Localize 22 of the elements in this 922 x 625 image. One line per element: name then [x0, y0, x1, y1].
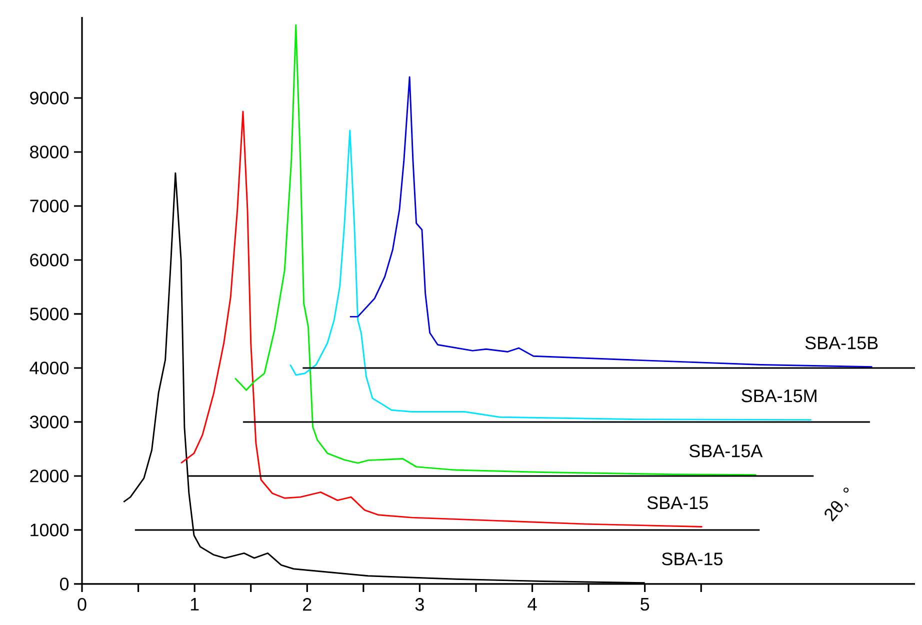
x-tick-label: 5: [640, 598, 650, 611]
x-tick-label: 2: [303, 598, 312, 611]
y-tick-label: 1000: [30, 524, 69, 536]
y-tick-label: 0: [60, 578, 69, 590]
y-tick-label: 7000: [30, 200, 69, 212]
y-tick-label: 8000: [30, 146, 69, 158]
y-tick-label: 3000: [30, 416, 69, 428]
x-axis-title: 2θ, °: [824, 488, 849, 522]
series-label: SBA-15: [647, 496, 708, 510]
y-tick-label: 5000: [30, 308, 69, 320]
series-label: SBA-15M: [742, 389, 816, 402]
x-tick-label: 0: [78, 598, 86, 611]
y-tick-label: 4000: [30, 362, 69, 374]
y-tick-label: 2000: [30, 470, 69, 482]
y-tick-label: 6000: [30, 254, 69, 266]
y-tick-label: 9000: [30, 92, 69, 104]
series-label: SBA-15: [662, 552, 722, 566]
x-tick-label: 3: [415, 598, 424, 611]
x-tick-label: 1: [190, 598, 199, 610]
series-label: SBA-15B: [805, 336, 878, 350]
x-tick-label: 4: [528, 598, 537, 610]
series-label: SBA-15A: [689, 444, 763, 458]
